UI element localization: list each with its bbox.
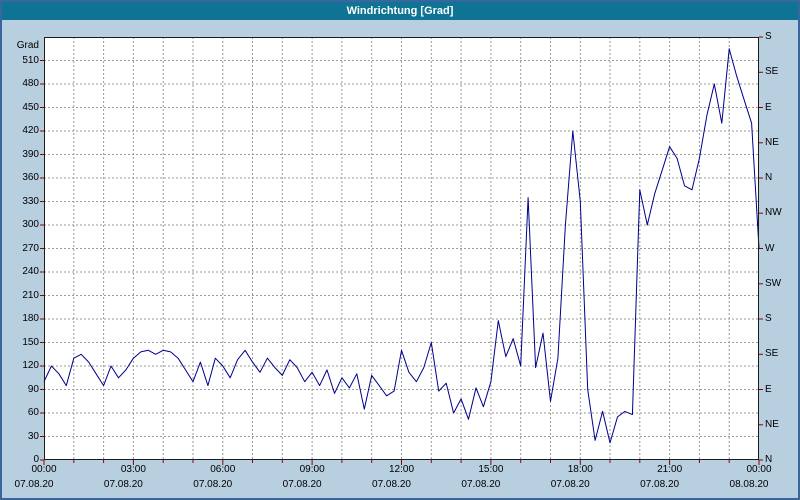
window-titlebar: Windrichtung [Grad] <box>2 2 798 20</box>
y-left-label: 240 <box>22 266 39 277</box>
y-left-label: 480 <box>22 78 39 89</box>
x-date: 07.08.20 <box>640 479 680 490</box>
x-date: 07.08.20 <box>103 479 143 490</box>
y-right-label: NE <box>765 418 779 430</box>
wind-direction-plot <box>40 36 763 465</box>
y-left-label: 510 <box>22 54 39 66</box>
x-label: 00:00 <box>746 464 772 475</box>
y-right-label: SE <box>765 348 779 360</box>
y-left-label: 180 <box>22 313 39 324</box>
y-left-label: 420 <box>22 125 39 136</box>
y-right-label: S <box>765 31 772 42</box>
x-date: 07.08.20 <box>461 479 501 490</box>
x-date: 07.08.20 <box>14 479 54 490</box>
x-label: 18:00 <box>567 464 593 475</box>
y-right-label: W <box>765 242 775 254</box>
y-left-label: 270 <box>22 242 39 254</box>
y-right-label: NE <box>765 136 779 148</box>
x-label: 00:00 <box>31 464 57 475</box>
x-label: 03:00 <box>120 464 146 475</box>
x-date: 07.08.20 <box>550 479 590 490</box>
y-left-label: 210 <box>22 289 39 301</box>
y-left-label: 90 <box>27 383 39 395</box>
y-left-label: 390 <box>22 148 39 160</box>
y-left-label: 120 <box>22 360 39 371</box>
y-right-label: E <box>765 101 772 113</box>
y-left-label: 30 <box>27 430 39 442</box>
y-left-label: 360 <box>22 172 39 183</box>
x-label: 09:00 <box>299 464 325 475</box>
windrichtung-series-line <box>43 48 760 444</box>
y-right-label: E <box>765 383 772 395</box>
y-left-label: 60 <box>27 407 39 418</box>
y-right-label: N <box>765 172 773 183</box>
y-left-label: 450 <box>22 101 39 113</box>
x-date: 07.08.20 <box>193 479 233 490</box>
x-label: 21:00 <box>657 464 683 475</box>
x-label: 15:00 <box>478 464 504 475</box>
x-label: 12:00 <box>388 464 415 475</box>
y-right-label: S <box>765 313 772 324</box>
y-right-label: SE <box>765 66 779 78</box>
x-date: 07.08.20 <box>282 479 322 490</box>
y-right-label: SW <box>765 277 782 289</box>
window-title: Windrichtung [Grad] <box>346 5 454 17</box>
y-axis-unit-label: Grad <box>16 40 39 51</box>
y-right-label: NW <box>765 207 782 219</box>
y-left-label: 300 <box>22 219 39 230</box>
y-left-label: 0 <box>33 454 39 465</box>
x-date: 08.08.20 <box>729 479 769 490</box>
y-right-label: N <box>765 454 773 465</box>
y-left-label: 150 <box>22 336 39 348</box>
x-date: 07.08.20 <box>372 479 411 490</box>
x-label: 06:00 <box>210 464 236 475</box>
y-left-label: 330 <box>22 195 39 207</box>
